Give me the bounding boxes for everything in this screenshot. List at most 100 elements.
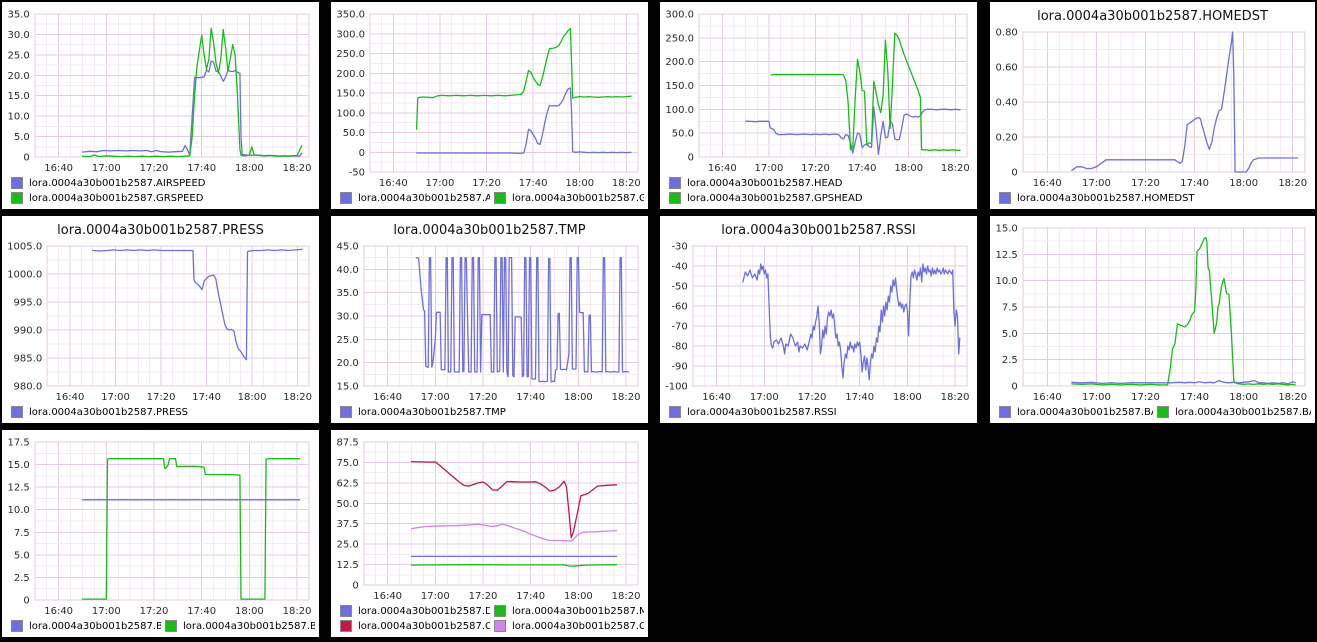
legend-item: lora.0004a30b001b2587.HOMEDST (999, 192, 1311, 204)
chart-panel-bat-a: 15.0 12.5 10.0 7.5 5.0 2.5 0 16:40 17:00 17:20 17:… (990, 216, 1315, 423)
y-tick-label: -30 (671, 242, 687, 253)
chart-legend: lora.0004a30b001b2587.BAT2V lora.0004a30b… (2, 618, 319, 632)
legend-swatch-icon (669, 406, 681, 418)
series-line-bat2a (1071, 380, 1296, 385)
legend-item: lora.0004a30b001b2587.MEM (494, 605, 644, 617)
x-tick-label: 16:40 (379, 178, 408, 189)
x-tick-label: 18:20 (1278, 178, 1307, 189)
legend-swatch-icon (11, 406, 23, 418)
legend-label: lora.0004a30b001b2587.TMP (358, 406, 506, 418)
y-tick-label: -90 (671, 362, 687, 373)
x-tick-label: 16:40 (708, 163, 737, 174)
y-tick-label: 980.0 (14, 382, 43, 393)
legend-item: lora.0004a30b001b2587.GPSALT (494, 192, 644, 204)
legend-swatch-icon (494, 620, 506, 632)
y-tick-label: 20.0 (337, 358, 359, 369)
chart-plot-speed: 35.0 30.0 25.0 20.0 15.0 10.0 5.0 0 16:40 17:00 17… (8, 10, 312, 175)
x-tick-label: 17:00 (92, 606, 121, 617)
x-tick-label: 17:40 (845, 392, 874, 403)
legend-item: lora.0004a30b001b2587.RSSI (669, 406, 973, 418)
chart-plot-alt: 350.0 300.0 250.0 200.0 150.0 100.0 50.0 0 -50 16… (336, 10, 640, 190)
x-tick-label: 17:20 (1131, 392, 1160, 403)
chart-legend: lora.0004a30b001b2587.DISK lora.0004a30b0… (331, 603, 648, 632)
y-tick-label: -40 (671, 262, 687, 273)
x-tick-label: 17:00 (92, 163, 121, 174)
legend-label: lora.0004a30b001b2587.PRESS (29, 406, 189, 418)
chart-plot-press: 1005.0 1000.0 995.0 990.0 985.0 980.0 16:40 17:… (7, 242, 312, 404)
x-tick-label: 18:00 (238, 392, 267, 403)
x-tick-label: 17:40 (192, 392, 221, 403)
x-tick-label: 17:20 (469, 591, 498, 602)
legend-label: lora.0004a30b001b2587.CPU (358, 620, 490, 632)
y-tick-label: -70 (671, 322, 687, 333)
y-tick-label: 350.0 (336, 10, 365, 21)
y-tick-label: 0 (23, 153, 29, 164)
y-tick-label: 0 (688, 153, 694, 164)
legend-label: lora.0004a30b001b2587.RSSI (687, 406, 837, 418)
y-tick-label: 30.0 (337, 312, 359, 323)
y-tick-label: 50.0 (337, 499, 359, 510)
x-tick-label: 17:00 (750, 392, 779, 403)
chart-plot-homedst: 0.80 0.60 0.40 0.20 0 16:40 17:00 17:20 17:40 18:… (996, 28, 1308, 190)
x-tick-label: 17:40 (1180, 392, 1209, 403)
y-tick-label: 0.40 (996, 98, 1018, 109)
y-tick-label: 0 (352, 581, 358, 592)
legend-label: lora.0004a30b001b2587.BAT2A (1017, 406, 1153, 418)
chart-panel-bat-v: 17.5 15.0 12.5 10.0 7.5 5.0 2.5 0 16:40 17:00 17:2… (2, 430, 319, 637)
y-tick-label: 2.5 (14, 573, 30, 584)
legend-item: lora.0004a30b001b2587.HEAD (669, 177, 973, 189)
legend-item: lora.0004a30b001b2587.GPSHEAD (669, 192, 973, 204)
y-tick-label: 250.0 (665, 33, 694, 44)
legend-swatch-icon (340, 605, 352, 617)
chart-panel-head: 300.0 250.0 200.0 150.0 100.0 50.0 0 16:40 17:00… (660, 2, 977, 209)
x-tick-label: 17:00 (421, 392, 450, 403)
legend-swatch-icon (340, 620, 352, 632)
y-tick-label: 10.0 (996, 276, 1018, 287)
y-tick-label: 35.0 (337, 288, 359, 299)
x-tick-label: 18:20 (612, 392, 641, 403)
chart-plot-head: 300.0 250.0 200.0 150.0 100.0 50.0 0 16:40 17:00… (665, 10, 969, 175)
legend-swatch-icon (165, 620, 177, 632)
x-tick-label: 18:00 (565, 178, 594, 189)
y-tick-label: 0.80 (996, 28, 1018, 39)
y-tick-label: 17.5 (8, 438, 30, 449)
legend-swatch-icon (494, 192, 506, 204)
x-tick-label: 16:40 (44, 163, 73, 174)
x-tick-label: 17:20 (472, 178, 501, 189)
legend-swatch-icon (999, 192, 1011, 204)
y-tick-label: 7.5 (14, 528, 30, 539)
legend-label: lora.0004a30b001b2587.GPSALT (512, 192, 644, 204)
y-tick-label: -100 (665, 382, 688, 393)
y-tick-label: 150.0 (336, 89, 365, 100)
y-tick-label: 5.0 (14, 550, 30, 561)
x-tick-label: 17:40 (1180, 178, 1209, 189)
y-tick-label: 62.5 (337, 478, 359, 489)
y-tick-label: 0 (23, 596, 29, 607)
chart-plot-sys: 87.5 75.0 62.5 50.0 37.5 25.0 12.5 0 16:40 17:00 1… (337, 438, 641, 603)
y-tick-label: 75.0 (337, 458, 359, 469)
legend-swatch-icon (1157, 406, 1169, 418)
y-tick-label: 1000.0 (7, 270, 42, 281)
y-tick-label: 1005.0 (7, 242, 42, 253)
series-line-homedst (1071, 31, 1299, 173)
legend-item: lora.0004a30b001b2587.BAT1A (1157, 406, 1311, 418)
y-tick-label: 2.5 (1002, 355, 1018, 366)
y-tick-label: 300.0 (665, 10, 694, 21)
chart-legend: lora.0004a30b001b2587.RSSI (660, 404, 977, 418)
x-tick-label: 18:00 (893, 392, 922, 403)
series-line-cpu (410, 460, 618, 539)
x-tick-label: 17:00 (1082, 392, 1111, 403)
x-tick-label: 18:00 (564, 392, 593, 403)
series-line-bat1v (81, 458, 301, 600)
x-tick-label: 17:00 (425, 178, 454, 189)
x-tick-label: 17:00 (421, 591, 450, 602)
chart-panel-speed: 35.0 30.0 25.0 20.0 15.0 10.0 5.0 0 16:40 17:00 17… (2, 2, 319, 209)
legend-item: lora.0004a30b001b2587.GRSPEED (11, 192, 315, 204)
legend-label: lora.0004a30b001b2587.DISK (358, 605, 490, 617)
legend-swatch-icon (669, 177, 681, 189)
series-line-cputmp (410, 523, 618, 542)
x-tick-label: 18:20 (1278, 392, 1307, 403)
y-tick-label: 0 (1011, 382, 1017, 393)
x-tick-label: 16:40 (1033, 178, 1062, 189)
series-line-press (92, 248, 303, 361)
